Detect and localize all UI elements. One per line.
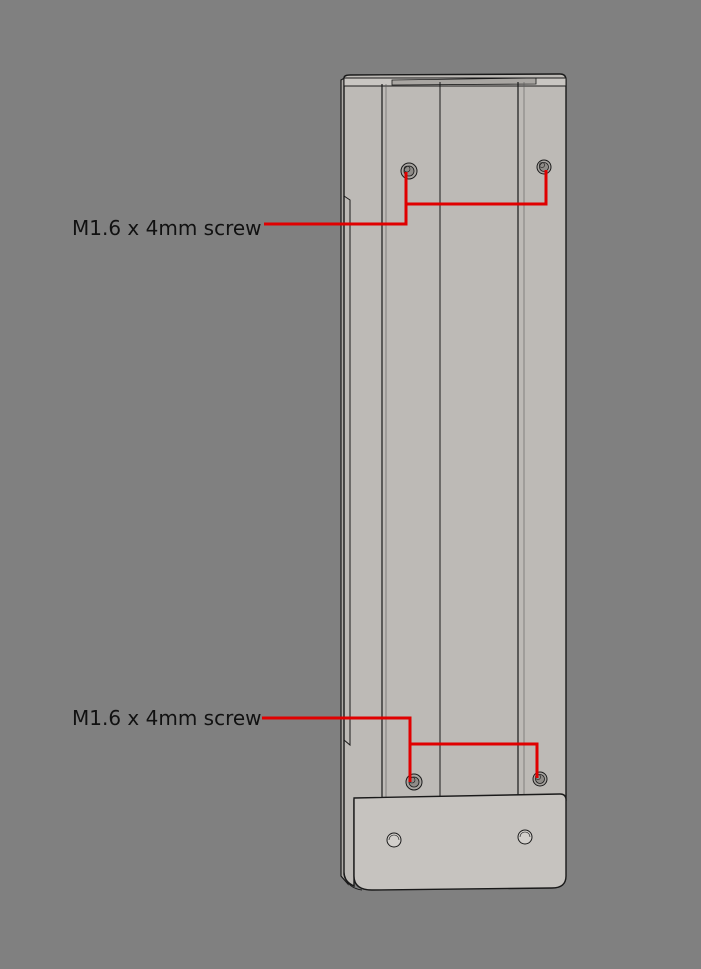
- cap-hole-right: [517, 829, 533, 845]
- leader-line-bottom: [262, 716, 539, 782]
- callout-label-top: M1.6 x 4mm screw: [72, 216, 262, 240]
- bottom-cap: [343, 793, 567, 891]
- leader-line-top: [264, 170, 548, 226]
- housing-body: [340, 73, 567, 888]
- screw-hole-top-left: [400, 162, 418, 180]
- callout-label-bottom: M1.6 x 4mm screw: [72, 706, 262, 730]
- screw-hole-bottom-right: [532, 771, 548, 787]
- cap-hole-left: [386, 832, 402, 848]
- screw-hole-bottom-left: [405, 773, 423, 791]
- screw-hole-top-right: [536, 159, 552, 175]
